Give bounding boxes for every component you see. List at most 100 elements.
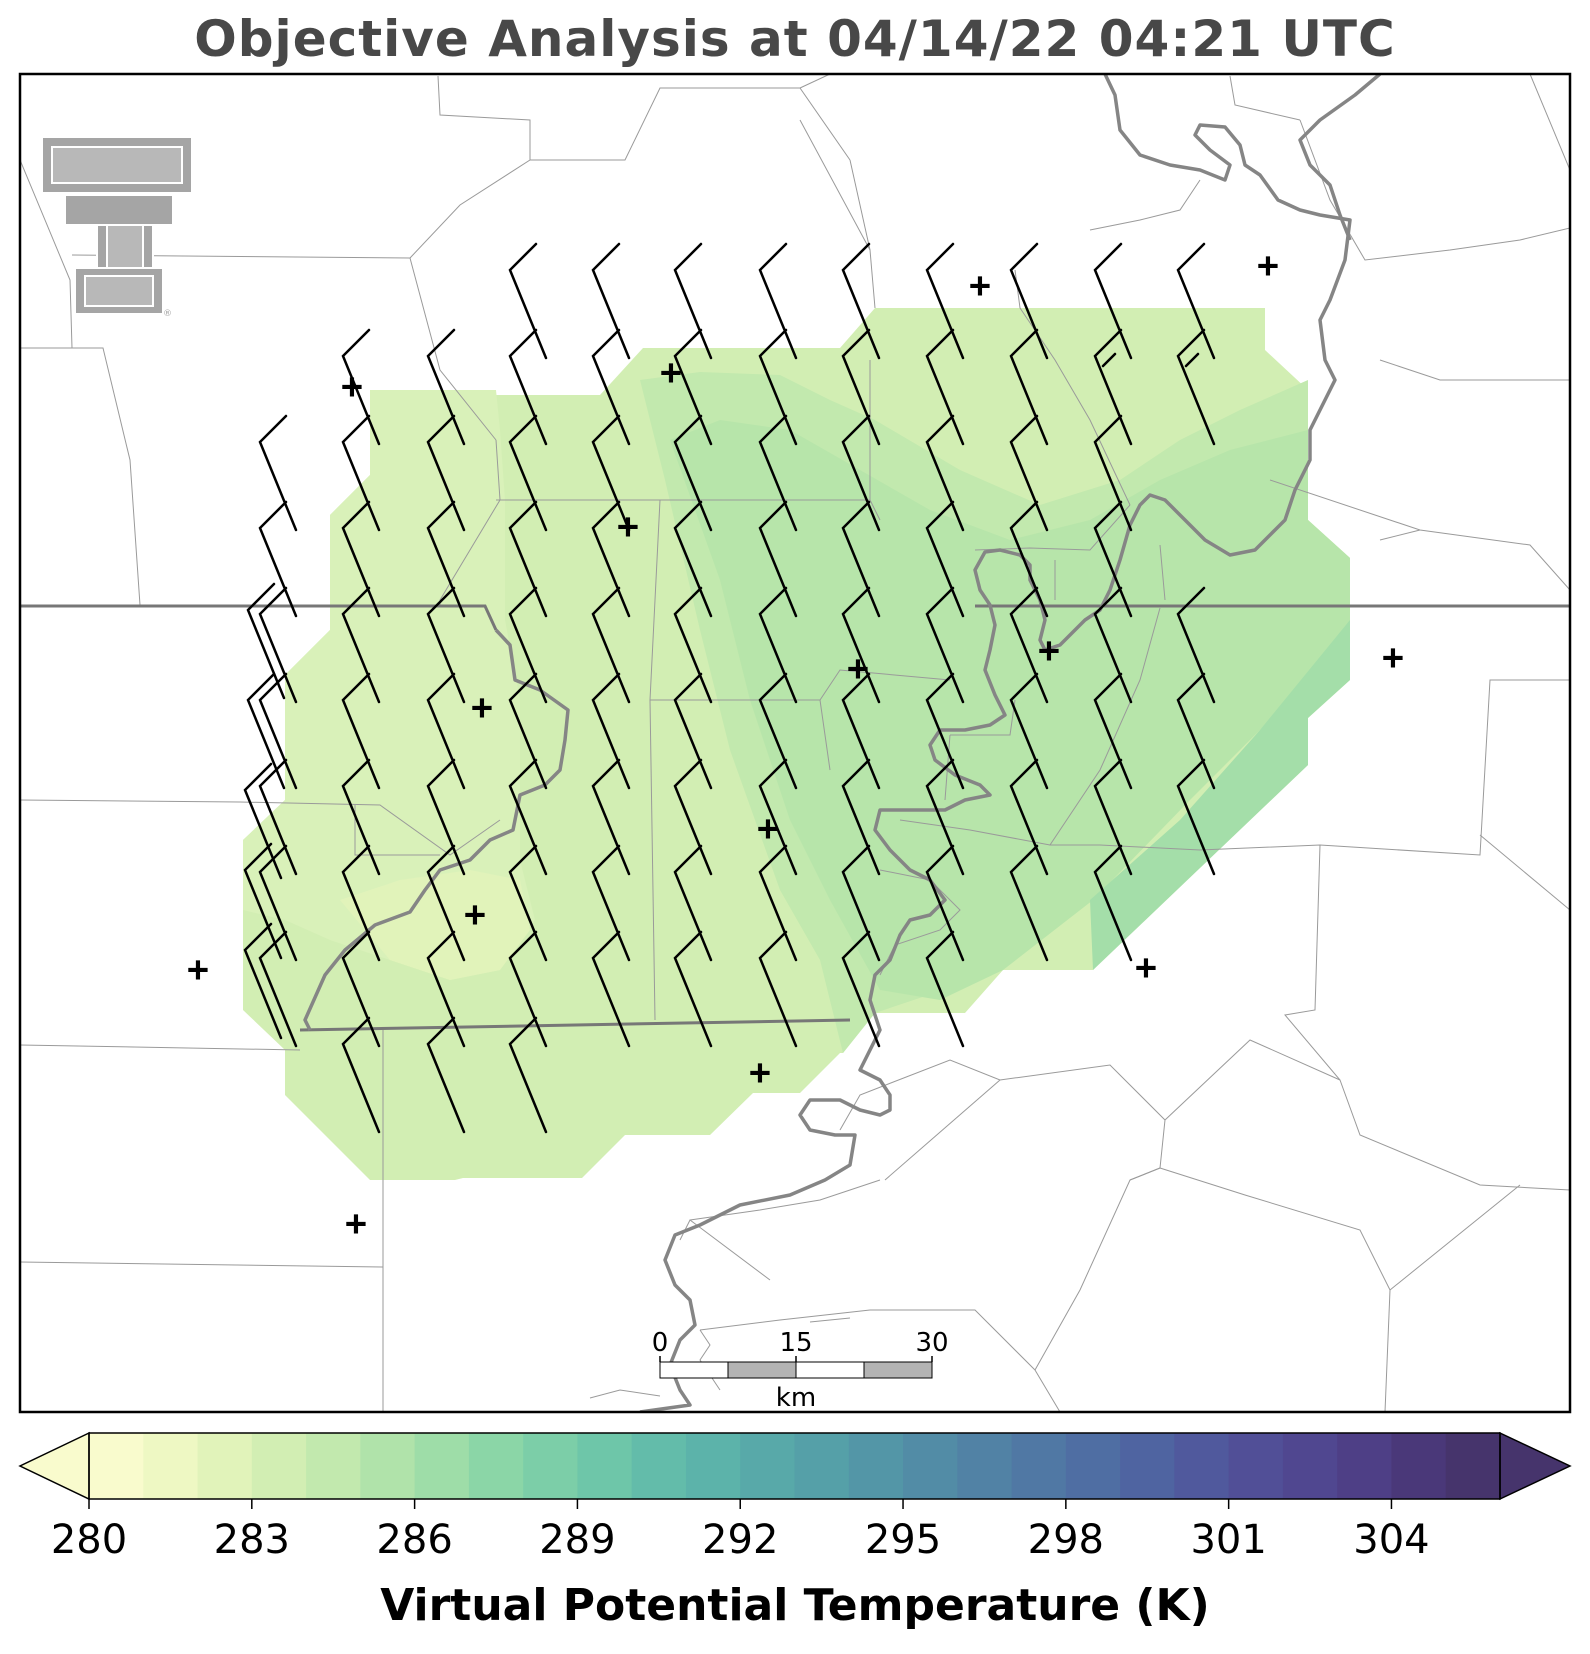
wind-barb [758, 500, 798, 618]
wind-barb [673, 414, 713, 532]
colorbar-cell [685, 1433, 741, 1499]
scale-unit: km [776, 1383, 816, 1413]
wind-barb [925, 328, 965, 446]
colorbar-cell [1174, 1433, 1230, 1499]
colorbar-min-extend [18, 1431, 90, 1501]
temperature-fill-283 [243, 390, 535, 980]
wind-barb [508, 672, 548, 790]
colorbar-cell [251, 1433, 307, 1499]
colorbar-cell [740, 1433, 796, 1499]
wind-barb [673, 500, 713, 618]
wind-barb [841, 758, 881, 876]
registered-mark-icon: ® [163, 309, 172, 319]
wind-barb [246, 582, 286, 700]
wind-barb [673, 672, 713, 790]
station-markers: + + + + + + + + + + + + + + + [187, 245, 1404, 1244]
wind-barb [1093, 758, 1133, 876]
wind-barb [841, 328, 881, 446]
wind-barb [1093, 242, 1133, 360]
wind-barb [1093, 500, 1133, 618]
river-lines [303, 74, 1382, 1412]
wind-barb [341, 672, 381, 790]
wind-barb [841, 242, 881, 360]
wind-barb [758, 586, 798, 704]
station-marker: + [1257, 245, 1279, 286]
wind-barb [673, 328, 713, 446]
wind-barb [426, 500, 466, 618]
wind-barb [591, 930, 631, 1048]
wind-barb [258, 930, 298, 1048]
wind-barb [508, 758, 548, 876]
wind-barb [341, 844, 381, 962]
colorbar-cell [848, 1433, 904, 1499]
wind-barb [925, 672, 965, 790]
texas-tech-logo [41, 136, 193, 315]
colorbar-cell [957, 1433, 1013, 1499]
wind-barb [508, 1016, 548, 1134]
station-marker: + [749, 1052, 771, 1093]
county-boundaries [20, 74, 1570, 1412]
colorbar-cell [1228, 1433, 1284, 1499]
colorbar-cell [1391, 1433, 1447, 1499]
wind-barbs [243, 242, 1216, 1134]
wind-barb [1009, 328, 1049, 446]
wind-barb [341, 328, 381, 446]
wind-barb [341, 414, 381, 532]
wind-barb [1009, 242, 1049, 360]
wind-barb [758, 844, 798, 962]
station-marker: + [1135, 947, 1157, 988]
wind-barb [508, 844, 548, 962]
station-marker: + [660, 352, 682, 393]
colorbar-tick-label: 298 [1028, 1517, 1104, 1563]
wind-barb [243, 842, 283, 960]
colorbar-cell [1011, 1433, 1067, 1499]
wind-barb [258, 586, 298, 704]
wind-barb [673, 930, 713, 1048]
wind-barb [508, 586, 548, 704]
colorbar-cell [1120, 1433, 1175, 1499]
wind-barb [591, 758, 631, 876]
station-marker: + [847, 648, 869, 689]
map-title: Objective Analysis at 04/14/22 04:21 UTC [194, 10, 1396, 68]
wind-barb [758, 672, 798, 790]
wind-barb [1176, 328, 1216, 446]
wind-barb [1093, 586, 1133, 704]
colorbar-tick-label: 283 [214, 1517, 290, 1563]
state-boundaries [20, 604, 1570, 1032]
scale-tick-30: 30 [915, 1328, 948, 1358]
station-marker: + [341, 366, 363, 407]
wind-barb [426, 414, 466, 532]
colorbar-cell [1282, 1433, 1338, 1499]
colorbar-cell [794, 1433, 850, 1499]
wind-barb [925, 844, 965, 962]
wind-barb [841, 844, 881, 962]
wind-barb [841, 930, 881, 1048]
wind-barb [591, 586, 631, 704]
wind-barb [841, 586, 881, 704]
wind-barb [1176, 672, 1216, 790]
wind-barb [258, 414, 298, 532]
wind-barb [426, 672, 466, 790]
colorbar-tick-label: 280 [51, 1517, 127, 1563]
wind-barb [758, 242, 798, 360]
wind-barb [426, 758, 466, 876]
wind-barb [758, 414, 798, 532]
colorbar-cell [306, 1433, 361, 1499]
wind-barb [591, 672, 631, 790]
wind-barb [758, 758, 798, 876]
wind-barb [1009, 500, 1049, 618]
colorbar-max-extend [1499, 1431, 1572, 1501]
colorbar-cell [903, 1433, 958, 1499]
colorbar-label: Virtual Potential Temperature (K) [380, 1580, 1210, 1631]
colorbar-tick-label: 295 [865, 1517, 941, 1563]
wind-barb [341, 930, 381, 1048]
wind-barb [1093, 844, 1133, 962]
wind-barb [1009, 672, 1049, 790]
station-marker: + [1038, 630, 1060, 671]
colorbar-cell [360, 1433, 416, 1499]
wind-barb [258, 500, 298, 618]
colorbar-cell [1445, 1433, 1501, 1499]
wind-barb [508, 328, 548, 446]
station-marker: + [471, 687, 493, 728]
colorbar-cell [468, 1433, 524, 1499]
